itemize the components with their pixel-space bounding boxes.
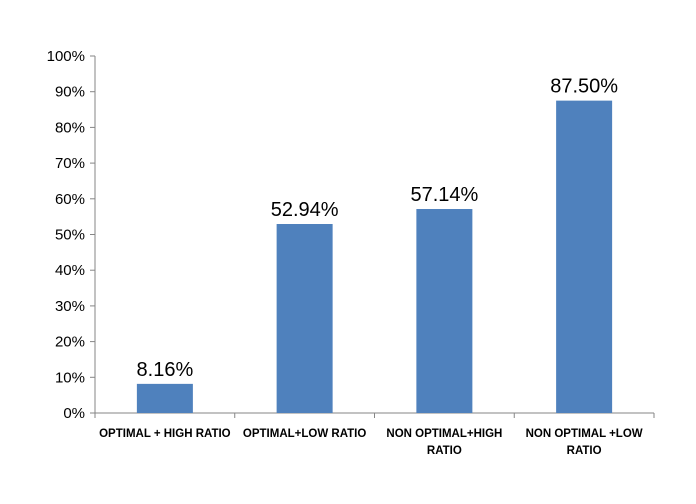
bar [136,383,193,413]
y-tick-label: 50% [55,227,85,244]
bars [136,100,613,413]
y-tick-label: 70% [55,155,85,172]
y-tick-label: 100% [47,48,85,65]
data-labels: 8.16% 52.94% 57.14% 87.50% [137,76,619,381]
x-category-label: RATIO [567,445,602,457]
y-tick-label: 60% [55,191,85,208]
x-category-label: NON OPTIMAL+HIGH [386,428,502,440]
x-category-label: OPTIMAL+LOW RATIO [243,428,366,440]
data-label: 52.94% [271,199,339,221]
bar [556,100,613,413]
data-label: 87.50% [550,76,618,98]
data-label: 57.14% [410,184,478,206]
x-category-label: NON OPTIMAL +LOW [526,428,643,440]
bar [416,209,473,413]
y-tick-label: 30% [55,298,85,315]
y-tick-label: 0% [63,405,85,422]
y-axis: 0% 10% 20% 30% 40% 50% 60% 70% 80% 90% 100% [47,48,96,422]
y-tick-label: 10% [55,369,85,386]
x-category-label: OPTIMAL + HIGH RATIO [99,428,231,440]
x-category-label: RATIO [427,445,462,457]
y-tick-label: 90% [55,84,85,101]
y-tick-label: 80% [55,119,85,136]
bar [276,224,333,413]
data-label: 8.16% [137,359,194,381]
x-axis: OPTIMAL + HIGH RATIO OPTIMAL+LOW RATIO NON… [94,412,655,457]
y-tick-label: 40% [55,262,85,279]
y-tick-label: 20% [55,334,85,351]
